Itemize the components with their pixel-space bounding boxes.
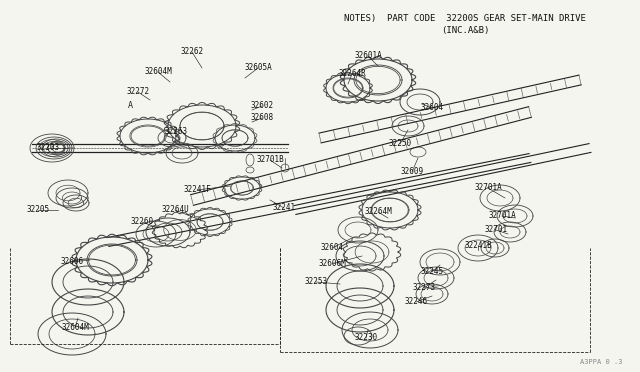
Text: 32245: 32245 [420, 267, 444, 276]
Text: 32230: 32230 [355, 334, 378, 343]
Text: 32609: 32609 [401, 167, 424, 176]
Text: 32272: 32272 [127, 87, 150, 96]
Text: 32604: 32604 [420, 103, 444, 112]
Text: NOTES)  PART CODE  32200S GEAR SET-MAIN DRIVE: NOTES) PART CODE 32200S GEAR SET-MAIN DR… [344, 13, 586, 22]
Text: 32250: 32250 [388, 140, 412, 148]
Text: 32701: 32701 [484, 225, 508, 234]
Text: 32264R: 32264R [338, 70, 366, 78]
Text: 32241: 32241 [273, 203, 296, 212]
Text: 32241F: 32241F [183, 186, 211, 195]
Text: 32604M: 32604M [61, 324, 89, 333]
Text: 32262: 32262 [180, 48, 204, 57]
Text: A3PPA 0 .3: A3PPA 0 .3 [580, 359, 623, 365]
Text: 32273: 32273 [412, 283, 436, 292]
Text: 32260: 32260 [131, 218, 154, 227]
Text: 32253: 32253 [305, 278, 328, 286]
Text: 32246: 32246 [404, 298, 428, 307]
Text: 32604: 32604 [321, 244, 344, 253]
Text: 32203: 32203 [36, 144, 60, 153]
Text: 32606: 32606 [60, 257, 84, 266]
Text: 32241B: 32241B [464, 241, 492, 250]
Text: 32601A: 32601A [354, 51, 382, 61]
Text: A: A [127, 102, 132, 110]
Text: 32701A: 32701A [474, 183, 502, 192]
Text: 32608: 32608 [250, 113, 273, 122]
Text: 32264M: 32264M [364, 208, 392, 217]
Text: 32263: 32263 [164, 128, 188, 137]
Text: 32606M: 32606M [318, 260, 346, 269]
Text: 32264U: 32264U [161, 205, 189, 215]
Text: 32605A: 32605A [244, 64, 272, 73]
Text: 32701A: 32701A [488, 212, 516, 221]
Text: 32604M: 32604M [144, 67, 172, 77]
Text: 32205: 32205 [26, 205, 49, 215]
Text: 32701B: 32701B [256, 155, 284, 164]
Text: 32602: 32602 [250, 102, 273, 110]
Text: (INC.A&B): (INC.A&B) [441, 26, 489, 35]
